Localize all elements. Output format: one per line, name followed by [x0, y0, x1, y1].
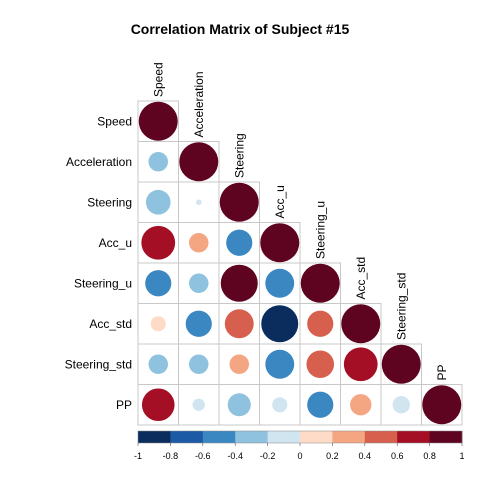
corr-circle-6-3 [265, 349, 295, 379]
corr-circle-2-1 [195, 199, 202, 206]
corr-circle-5-0 [150, 316, 166, 332]
row-label-4: Steering_u [74, 276, 132, 290]
row-label-3: Acc_u [99, 236, 132, 250]
colorbar-segment-3 [235, 431, 268, 443]
corr-circle-5-3 [261, 305, 299, 343]
corr-circle-7-5 [350, 394, 372, 416]
row-label-1: Acceleration [66, 155, 132, 169]
corr-circle-1-1 [179, 142, 219, 182]
colorbar-segment-6 [332, 431, 366, 443]
corr-circle-7-2 [227, 393, 251, 417]
colorbar-tick-label-6: 0.2 [326, 451, 339, 461]
corr-circle-1-0 [148, 152, 168, 172]
column-label-6: Steering_std [394, 273, 408, 340]
corr-circle-7-3 [272, 397, 288, 413]
row-label-5: Acc_std [89, 317, 132, 331]
corr-circle-4-0 [145, 270, 172, 297]
colorbar-tick-label-10: 1 [459, 451, 464, 461]
corr-circle-6-1 [189, 354, 209, 374]
corr-circle-6-2 [229, 354, 249, 374]
corr-circle-3-1 [189, 233, 209, 253]
corr-circle-5-2 [224, 309, 254, 339]
corr-circle-5-1 [185, 310, 212, 337]
color-legend: -1 -0.8 -0.6 -0.4 -0.2 0 0.2 0.4 0.6 0.8 1 [134, 430, 465, 461]
row-label-6: Steering_std [65, 357, 132, 371]
colorbar-tick-label-9: 0.8 [423, 451, 436, 461]
corr-circle-3-3 [260, 223, 300, 263]
colorbar-tick-label-5: 0 [297, 451, 302, 461]
cell-3-1 [178, 222, 220, 264]
colorbar-segment-4 [267, 431, 301, 443]
row-label-7: PP [116, 398, 132, 412]
corr-circle-7-7 [422, 385, 462, 425]
corr-circle-5-5 [341, 304, 381, 344]
corr-circle-6-6 [381, 344, 421, 384]
corr-circle-7-0 [141, 388, 175, 422]
colorbar-tick-label-7: 0.4 [359, 451, 372, 461]
corr-circle-6-4 [306, 350, 335, 379]
corr-circle-7-1 [192, 398, 205, 411]
corr-circle-4-3 [265, 268, 295, 298]
corr-circle-7-6 [392, 396, 410, 414]
column-label-1: Acceleration [192, 71, 206, 137]
cell-grid [137, 100, 463, 426]
colorbar-segment-8 [397, 431, 430, 443]
colorbar-segment-1 [170, 431, 204, 443]
column-labels: Speed Acceleration Steering Acc_u Steering_u… [151, 62, 449, 380]
corr-circle-6-5 [343, 347, 378, 382]
row-label-2: Steering [87, 195, 132, 209]
column-label-5: Acc_std [354, 257, 368, 300]
corr-circle-3-0 [141, 225, 176, 260]
corr-circle-2-2 [219, 182, 259, 222]
colorbar-tick-label-2: -0.6 [195, 451, 211, 461]
row-label-0: Speed [97, 114, 132, 128]
corr-circle-6-0 [148, 354, 168, 374]
colorbar-segment-2 [202, 431, 236, 443]
colorbar-tick-label-3: -0.4 [227, 451, 243, 461]
corr-circle-2-0 [145, 189, 171, 215]
colorbar-segment-7 [364, 431, 398, 443]
column-label-2: Steering [232, 133, 246, 178]
column-label-0: Speed [151, 62, 165, 97]
corr-circle-7-4 [307, 391, 334, 418]
corr-circle-4-2 [220, 264, 258, 302]
colorbar-segment-9 [429, 431, 463, 443]
column-label-7: PP [435, 364, 449, 380]
row-labels: Speed Acceleration Steering Acc_u Steering_u… [65, 114, 132, 412]
colorbar-tick-label-4: -0.2 [260, 451, 276, 461]
corr-circle-4-1 [189, 273, 209, 293]
colorbar-tick-label-1: -0.8 [163, 451, 179, 461]
colorbar-segment-5 [300, 431, 333, 443]
corr-circle-0-0 [138, 101, 178, 141]
column-label-4: Steering_u [313, 201, 327, 259]
cell-6-0 [137, 343, 179, 385]
corr-circle-3-2 [226, 229, 253, 256]
colorbar-tick-label-0: -1 [134, 451, 142, 461]
corr-circle-4-4 [300, 263, 340, 303]
corr-circle-5-4 [307, 310, 334, 337]
chart-title: Correlation Matrix of Subject #15 [131, 21, 350, 37]
colorbar-segment-0 [138, 431, 171, 443]
column-label-3: Acc_u [273, 185, 287, 218]
colorbar-tick-label-8: 0.6 [391, 451, 404, 461]
